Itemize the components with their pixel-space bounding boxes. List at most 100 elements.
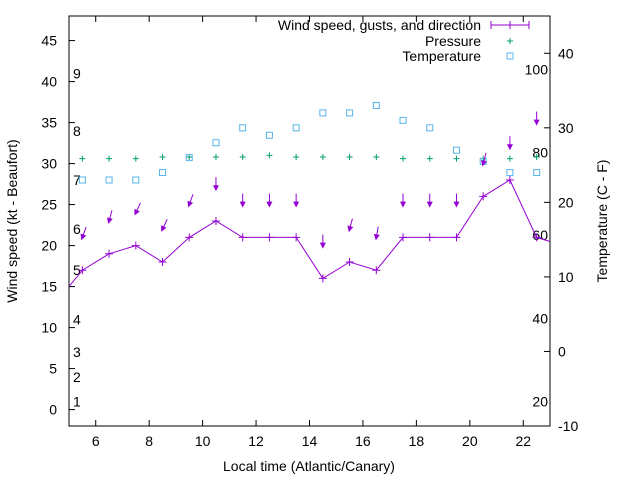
- legend-label: Pressure: [425, 33, 481, 49]
- beaufort-label: 7: [73, 172, 81, 188]
- wind-speed-point: [238, 233, 247, 242]
- gust-arrow-head: [161, 225, 167, 232]
- wind-speed-point: [131, 241, 140, 250]
- temperature-point: [533, 169, 541, 177]
- wind-speed-point: [452, 233, 461, 242]
- wind-speed-point: [158, 258, 167, 266]
- y-tick-label: 40: [41, 74, 57, 90]
- beaufort-label: 1: [73, 393, 81, 409]
- beaufort-label: 2: [73, 369, 81, 385]
- gust-arrow: [453, 193, 460, 208]
- pressure-point: [453, 155, 460, 162]
- temperature-point: [265, 131, 273, 139]
- fahrenheit-label: 60: [532, 227, 548, 243]
- temperature-point: [372, 101, 380, 109]
- y-tick-label: 15: [41, 279, 57, 295]
- pressure-point: [212, 154, 219, 161]
- y-tick-label: 0: [49, 402, 57, 418]
- gust-arrow-head: [373, 233, 380, 241]
- temperature-point: [506, 169, 514, 177]
- gust-arrow: [481, 152, 487, 167]
- temperature-point: [132, 176, 140, 184]
- wind-speed-point: [479, 192, 488, 201]
- gust-arrow-head: [533, 119, 540, 126]
- gust-layer: [80, 111, 540, 249]
- pressure-point: [293, 154, 300, 161]
- y-axis-label: Wind speed (kt - Beaufort): [4, 139, 20, 302]
- pressure-point: [132, 155, 139, 162]
- y2-axis-label: Temperature (C - F): [594, 160, 610, 283]
- fahrenheit-label: 100: [525, 62, 549, 78]
- temperature-point: [159, 169, 167, 177]
- legend-wind-ticks: [490, 21, 530, 29]
- pressure-point: [426, 155, 433, 162]
- pressure-point: [346, 154, 353, 161]
- temperature-point: [452, 146, 460, 154]
- gust-arrow-head: [319, 242, 326, 249]
- gust-arrow: [347, 218, 354, 233]
- temperature-point: [399, 116, 407, 124]
- wind-speed-point: [372, 266, 381, 275]
- gust-arrow: [293, 193, 300, 208]
- temperature-point: [346, 109, 354, 117]
- legend-label: Wind speed, gusts, and direction: [278, 17, 481, 33]
- x-tick-label: 20: [462, 433, 478, 449]
- y2-tick-label: 0: [558, 343, 566, 359]
- wind-speed-point: [185, 233, 194, 242]
- wind-speed-point: [292, 233, 301, 242]
- pressure-point: [506, 155, 513, 162]
- series-layer: [68, 101, 551, 287]
- wind-speed-point: [425, 233, 434, 242]
- gust-arrow-head: [506, 144, 513, 151]
- temperature-point: [105, 176, 113, 184]
- gust-arrow: [426, 193, 433, 208]
- gust-arrow: [400, 193, 407, 208]
- gust-arrow: [212, 177, 219, 192]
- gust-arrow-head: [239, 201, 246, 208]
- temperature-point: [212, 139, 220, 147]
- temperature-point: [185, 154, 193, 162]
- x-tick-label: 16: [355, 433, 371, 449]
- beaufort-label: 5: [73, 262, 81, 278]
- y-tick-label: 30: [41, 156, 57, 172]
- gust-arrow: [266, 193, 273, 208]
- x-tick-label: 8: [145, 433, 153, 449]
- temperature-point: [319, 109, 327, 117]
- wind-speed-point: [345, 258, 354, 266]
- pressure-point: [319, 154, 326, 161]
- x-tick-label: 18: [409, 433, 425, 449]
- gust-arrow-head: [212, 185, 219, 192]
- pressure-point: [159, 154, 166, 161]
- pressure-point: [400, 155, 407, 162]
- legend-pressure-marker: [507, 38, 513, 44]
- wind-speed-point: [78, 266, 87, 275]
- gust-arrow: [506, 136, 513, 151]
- gust-arrow-head: [426, 201, 433, 208]
- gust-arrow: [239, 193, 246, 208]
- x-tick-label: 12: [248, 433, 264, 449]
- wind-speed-point: [265, 233, 274, 242]
- y2-tick-label: -10: [558, 418, 578, 434]
- beaufort-label: 8: [73, 123, 81, 139]
- gust-arrow: [80, 226, 87, 241]
- beaufort-label: 4: [73, 311, 81, 327]
- temperature-point: [78, 176, 86, 184]
- temperature-point: [426, 124, 434, 132]
- legend: Wind speed, gusts, and directionPressure…: [278, 17, 530, 64]
- x-tick-label: 6: [92, 433, 100, 449]
- y-tick-label: 45: [41, 33, 57, 49]
- y-tick-label: 10: [41, 320, 57, 336]
- x-tick-label: 14: [302, 433, 318, 449]
- gust-arrow: [319, 234, 326, 249]
- gust-arrow-head: [106, 217, 113, 224]
- gust-arrow-head: [400, 201, 407, 208]
- fahrenheit-label: 20: [532, 393, 548, 409]
- y2-tick-label: 10: [558, 269, 574, 285]
- temperature-point: [239, 124, 247, 132]
- temperature-point: [292, 124, 300, 132]
- beaufort-label: 9: [73, 65, 81, 81]
- beaufort-label: 3: [73, 344, 81, 360]
- x-tick-label: 22: [515, 433, 531, 449]
- y2-tick-label: 30: [558, 120, 574, 136]
- beaufort-label: 6: [73, 221, 81, 237]
